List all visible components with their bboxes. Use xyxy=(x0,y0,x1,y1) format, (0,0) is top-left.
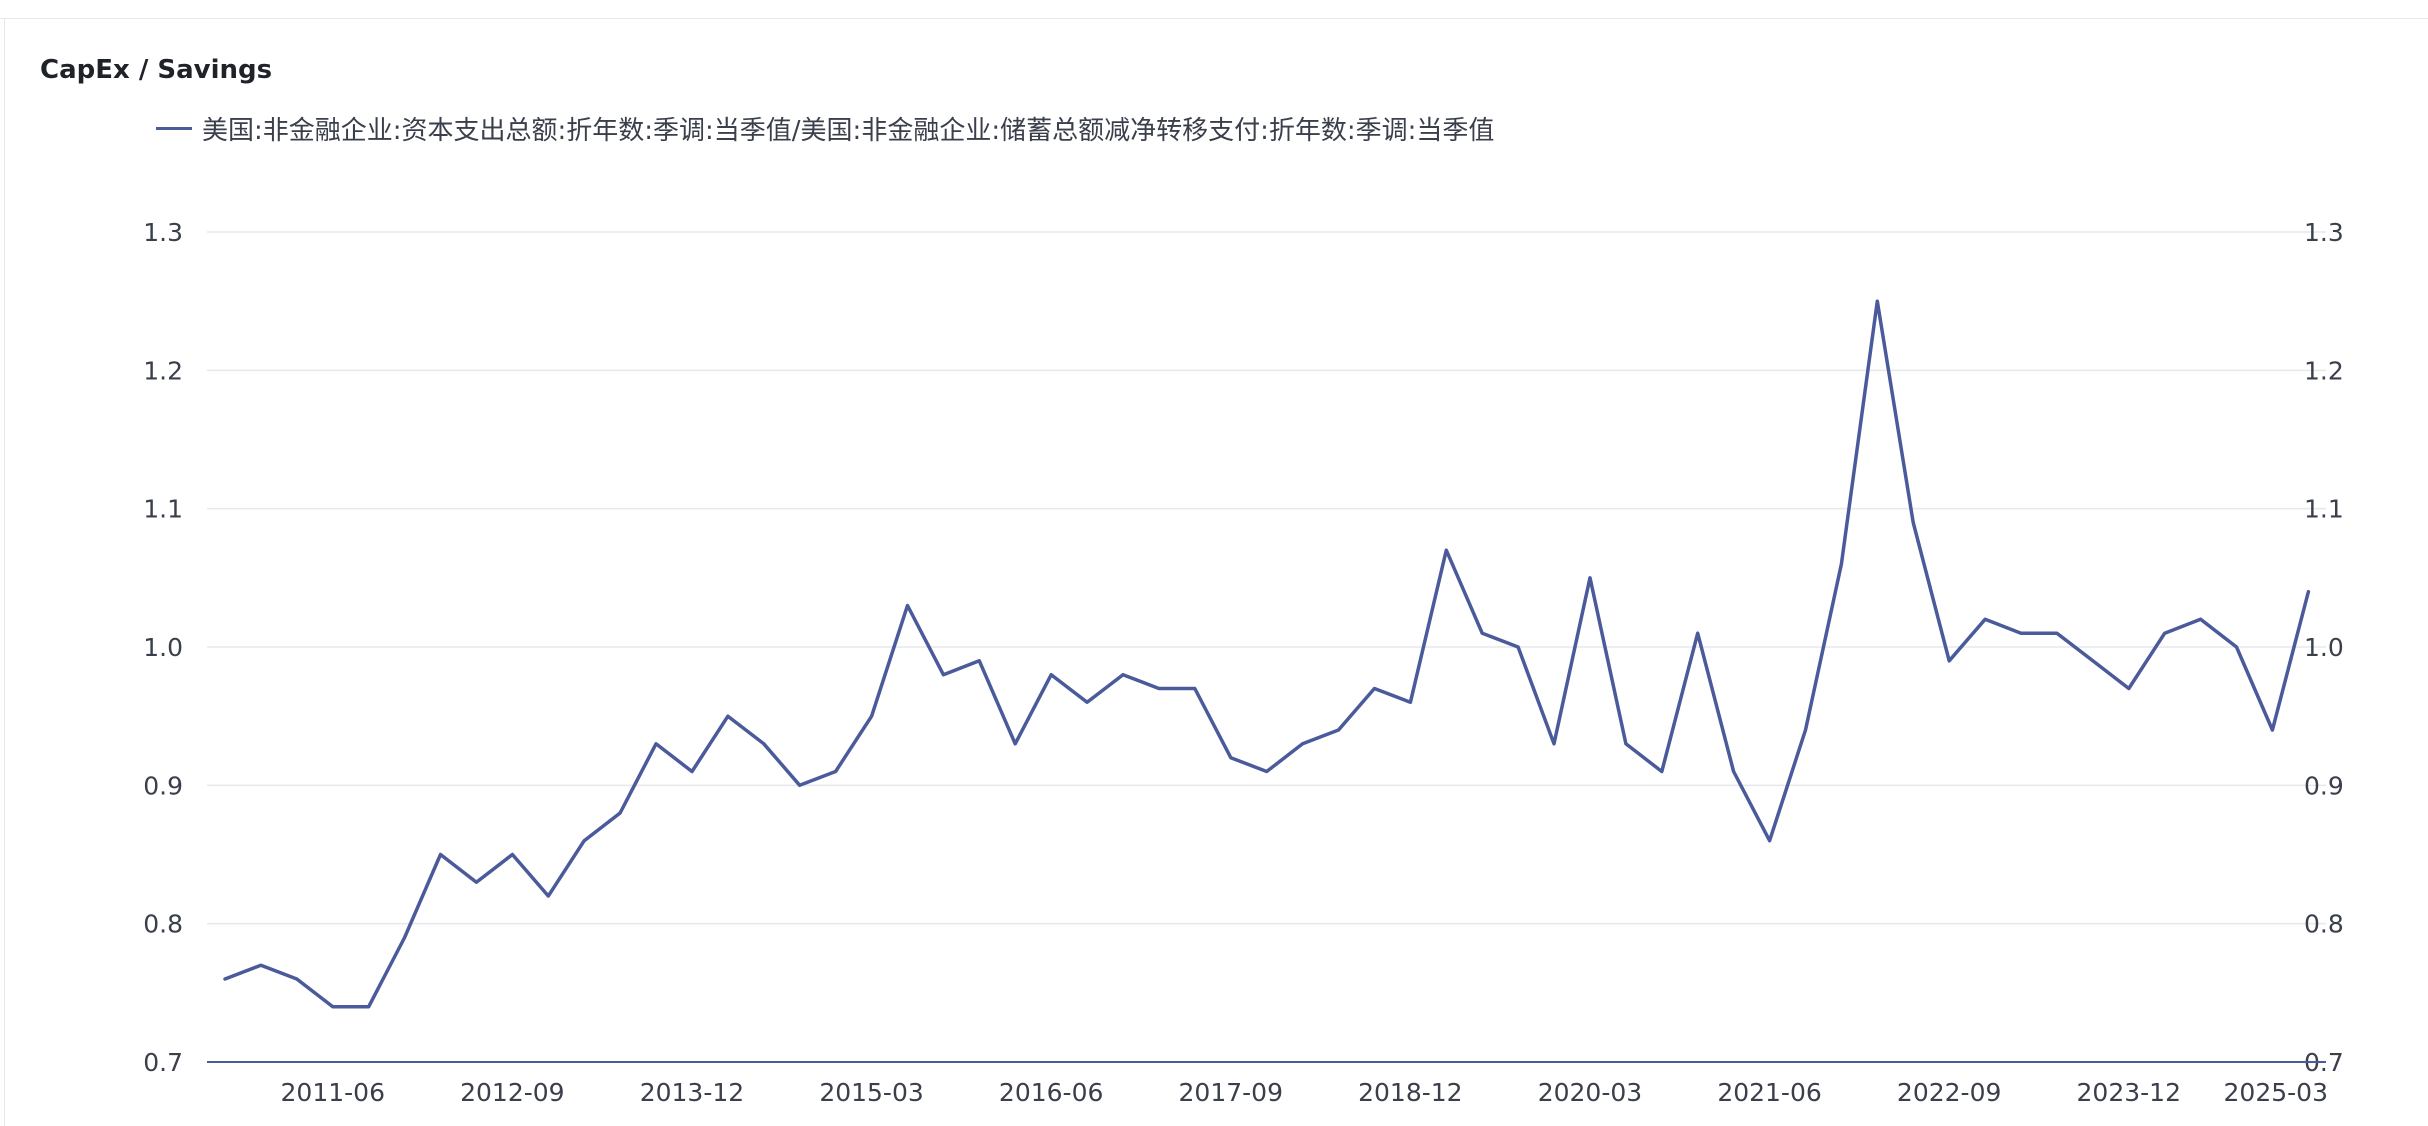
x-axis-ticks: 2011-06 2012-09 2013-12 2015-03 2016-06 2017-… xyxy=(281,1078,2328,1107)
x-tick-label: 2016-06 xyxy=(999,1078,1103,1107)
data-point[interactable] xyxy=(1764,835,1776,847)
data-point[interactable] xyxy=(614,807,626,819)
data-point[interactable] xyxy=(1979,613,1991,625)
data-point[interactable] xyxy=(1584,572,1596,584)
data-point[interactable] xyxy=(650,738,662,750)
data-point[interactable] xyxy=(2302,586,2314,598)
data-point[interactable] xyxy=(255,959,267,971)
data-point[interactable] xyxy=(2051,627,2063,639)
panel-top-border xyxy=(0,18,2428,19)
data-point[interactable] xyxy=(399,932,411,944)
y-tick-label-right: 1.0 xyxy=(2304,633,2344,662)
data-point[interactable] xyxy=(1476,627,1488,639)
data-point[interactable] xyxy=(1297,738,1309,750)
y-tick-label-left: 1.0 xyxy=(143,633,183,662)
series-line[interactable] xyxy=(223,299,2311,1009)
y-tick-label-left: 0.7 xyxy=(143,1048,183,1077)
y-tick-label-left: 1.2 xyxy=(143,356,183,385)
x-tick-label: 2021-06 xyxy=(1717,1078,1821,1107)
data-point[interactable] xyxy=(1692,627,1704,639)
data-point[interactable] xyxy=(1907,517,1919,529)
data-point[interactable] xyxy=(1440,544,1452,556)
data-point[interactable] xyxy=(1871,295,1883,307)
data-point[interactable] xyxy=(470,876,482,888)
data-point[interactable] xyxy=(1153,683,1165,695)
data-point[interactable] xyxy=(1189,683,1201,695)
data-point[interactable] xyxy=(1943,655,1955,667)
data-point[interactable] xyxy=(1009,738,1021,750)
data-point[interactable] xyxy=(291,973,303,985)
data-point[interactable] xyxy=(722,710,734,722)
right-y-axis-ticks: 0.70.80.91.01.11.21.3 xyxy=(2304,218,2344,1077)
y-tick-label-right: 1.3 xyxy=(2304,218,2344,247)
data-point[interactable] xyxy=(2159,627,2171,639)
data-point[interactable] xyxy=(937,669,949,681)
y-tick-label-right: 0.9 xyxy=(2304,771,2344,800)
data-point[interactable] xyxy=(1225,752,1237,764)
data-point[interactable] xyxy=(1728,766,1740,778)
data-point[interactable] xyxy=(758,738,770,750)
data-point[interactable] xyxy=(1620,738,1632,750)
series-layer xyxy=(219,295,2314,1013)
x-tick-label: 2020-03 xyxy=(1538,1078,1642,1107)
data-point[interactable] xyxy=(1045,669,1057,681)
chart-title: CapEx / Savings xyxy=(40,55,273,85)
grid-lines xyxy=(207,231,2326,925)
x-tick-label: 2015-03 xyxy=(819,1078,923,1107)
x-tick-label: 2017-09 xyxy=(1179,1078,1283,1107)
data-point[interactable] xyxy=(1261,766,1273,778)
y-tick-label-left: 1.3 xyxy=(143,218,183,247)
data-point[interactable] xyxy=(794,779,806,791)
x-tick-label: 2011-06 xyxy=(281,1078,385,1107)
data-point[interactable] xyxy=(2195,613,2207,625)
data-point[interactable] xyxy=(2015,627,2027,639)
data-point[interactable] xyxy=(1117,669,1129,681)
data-point[interactable] xyxy=(1368,683,1380,695)
data-point[interactable] xyxy=(2231,641,2243,653)
legend-label: 美国:非金融企业:资本支出总额:折年数:季调:当季值/美国:非金融企业:储蓄总额… xyxy=(202,116,1495,146)
data-point[interactable] xyxy=(901,600,913,612)
data-point[interactable] xyxy=(973,655,985,667)
x-tick-label: 2023-12 xyxy=(2077,1078,2181,1107)
data-point[interactable] xyxy=(1404,696,1416,708)
data-point[interactable] xyxy=(2123,683,2135,695)
data-point[interactable] xyxy=(506,849,518,861)
y-tick-label-left: 0.8 xyxy=(143,910,183,939)
data-point[interactable] xyxy=(542,890,554,902)
data-point[interactable] xyxy=(2087,655,2099,667)
y-tick-label-right: 1.2 xyxy=(2304,356,2344,385)
y-tick-label-left: 1.1 xyxy=(143,495,183,524)
x-tick-label: 2022-09 xyxy=(1897,1078,2001,1107)
legend[interactable]: 美国:非金融企业:资本支出总额:折年数:季调:当季值/美国:非金融企业:储蓄总额… xyxy=(156,110,1494,147)
y-tick-label-left: 0.9 xyxy=(143,771,183,800)
data-point[interactable] xyxy=(1512,641,1524,653)
data-point[interactable] xyxy=(1835,558,1847,570)
x-tick-label: 2018-12 xyxy=(1358,1078,1462,1107)
x-tick-label: 2012-09 xyxy=(460,1078,564,1107)
data-point[interactable] xyxy=(219,973,231,985)
data-point[interactable] xyxy=(686,766,698,778)
data-point[interactable] xyxy=(866,710,878,722)
y-tick-label-right: 0.8 xyxy=(2304,910,2344,939)
data-point[interactable] xyxy=(1081,696,1093,708)
data-point[interactable] xyxy=(435,849,447,861)
x-tick-label: 2025-03 xyxy=(2224,1078,2328,1107)
legend-swatch xyxy=(156,127,192,130)
data-point[interactable] xyxy=(830,766,842,778)
data-point[interactable] xyxy=(1656,766,1668,778)
data-point[interactable] xyxy=(1799,724,1811,736)
data-point[interactable] xyxy=(2266,724,2278,736)
y-tick-label-right: 1.1 xyxy=(2304,495,2344,524)
data-point[interactable] xyxy=(578,835,590,847)
data-point[interactable] xyxy=(327,1001,339,1013)
data-point[interactable] xyxy=(363,1001,375,1013)
x-tick-label: 2013-12 xyxy=(640,1078,744,1107)
left-y-axis-ticks: 0.7 0.8 0.9 1.0 1.1 1.2 1.3 xyxy=(143,218,183,1077)
data-point[interactable] xyxy=(1333,724,1345,736)
data-point[interactable] xyxy=(1548,738,1560,750)
panel-left-border xyxy=(4,18,5,1126)
